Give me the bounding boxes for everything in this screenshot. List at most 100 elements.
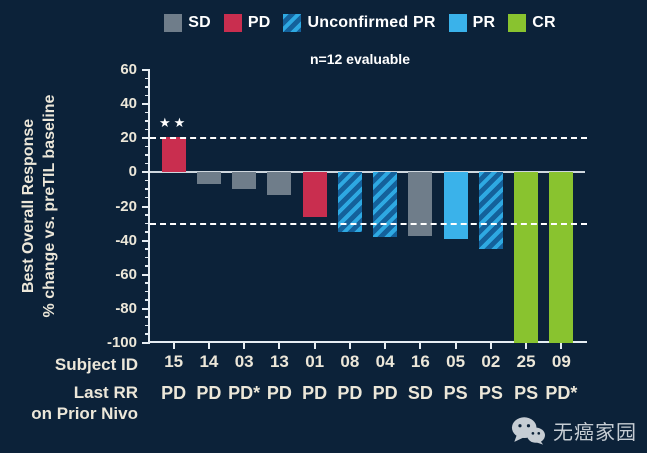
subject-id-label: 25 xyxy=(516,352,536,371)
legend-label: SD xyxy=(188,14,211,31)
legend-item-unconfirmed-pr: Unconfirmed PR xyxy=(283,14,435,32)
y-axis-tick-label: -100 xyxy=(106,334,137,352)
legend-item-pd: PD xyxy=(223,14,271,32)
subject-id-label: 05 xyxy=(446,352,466,371)
bar-subject-09 xyxy=(549,172,574,343)
x-axis-tick xyxy=(560,341,563,349)
row-label-last-rr-line2: on Prior Nivo xyxy=(31,404,138,423)
row-label-last-rr-line1: Last RR xyxy=(73,383,138,402)
y-axis-minor-tick xyxy=(145,77,150,80)
x-axis-tick xyxy=(313,341,316,349)
bar-subject-15 xyxy=(161,136,186,173)
bar-subject-13 xyxy=(267,172,292,195)
bar-subject-02 xyxy=(478,172,503,250)
legend-swatch-cr xyxy=(508,14,527,32)
y-axis-minor-tick xyxy=(145,222,150,225)
bar-subject-14 xyxy=(196,172,221,185)
last-rr-label: SD xyxy=(407,383,433,403)
y-axis-minor-tick xyxy=(145,299,150,301)
y-axis-tick-label: 40 xyxy=(120,95,137,113)
y-axis-tick-label: -40 xyxy=(115,231,137,249)
legend-item-cr: CR xyxy=(508,14,556,32)
y-axis-minor-tick xyxy=(145,324,150,327)
subject-id-label: 02 xyxy=(481,352,501,371)
legend-swatch-sd xyxy=(164,14,183,32)
zero-baseline xyxy=(150,171,585,174)
x-axis-tick xyxy=(419,341,422,349)
bar-subject-25 xyxy=(514,172,539,343)
y-axis-major-tick xyxy=(142,69,150,71)
x-axis-tick xyxy=(278,341,281,349)
subject-id-label: 16 xyxy=(410,352,430,371)
x-axis-tick xyxy=(348,341,351,349)
last-rr-label: PS xyxy=(443,383,468,403)
last-rr-label: PD* xyxy=(228,383,261,403)
last-rr-label: PD* xyxy=(545,383,578,403)
legend-swatch-pd xyxy=(223,14,242,32)
bar-subject-16 xyxy=(408,172,433,236)
wechat-icon xyxy=(511,416,545,445)
y-axis-minor-tick xyxy=(145,290,150,293)
row-label-subject-id: Subject ID xyxy=(54,355,138,374)
legend-label: PD xyxy=(247,14,271,31)
y-axis-major-tick xyxy=(142,307,150,310)
x-axis-tick xyxy=(525,341,528,349)
y-axis-tick-label: -20 xyxy=(115,197,137,215)
reference-line-20 xyxy=(150,137,587,140)
y-axis-major-tick xyxy=(142,137,150,140)
x-axis-tick xyxy=(207,341,210,349)
y-axis-minor-tick xyxy=(145,282,150,284)
y-axis-minor-tick xyxy=(145,214,150,216)
y-axis-major-tick xyxy=(142,103,150,106)
bar-subject-08 xyxy=(337,172,362,233)
watermark: 无癌家园 xyxy=(511,416,637,445)
y-axis-major-tick xyxy=(142,205,150,208)
subject-id-label: 14 xyxy=(199,352,219,371)
y-axis-minor-tick xyxy=(145,128,150,131)
plot-area: -100 -80 -60 -40 -20 0 20 40 60 15 PD 14 PD 03 PD* 13 PD… xyxy=(107,61,587,403)
y-axis-tick-label: 60 xyxy=(120,61,137,79)
significance-annotation: ★★ xyxy=(159,114,189,130)
subject-id-label: 01 xyxy=(305,352,325,371)
last-rr-label: PD xyxy=(302,383,328,403)
y-axis-title-line2: % change vs. preTIL baseline xyxy=(41,94,58,318)
y-axis-major-tick xyxy=(142,239,150,242)
bar-subject-01 xyxy=(302,172,327,217)
y-axis-title: Best Overall Response % change vs. preTI… xyxy=(18,58,62,354)
subject-id-label: 15 xyxy=(164,352,184,371)
last-rr-label: PD xyxy=(266,383,292,403)
y-axis-minor-tick xyxy=(145,265,150,267)
y-axis-minor-tick xyxy=(145,162,150,165)
last-rr-label: PD xyxy=(196,383,222,403)
y-axis-tick-label: -80 xyxy=(115,300,137,318)
chart-legend: SD PD Unconfirmed PR PR CR xyxy=(140,14,580,32)
y-axis-major-tick xyxy=(142,273,150,276)
y-axis-minor-tick xyxy=(145,256,150,259)
subject-id-label: 09 xyxy=(551,352,571,371)
y-axis-minor-tick xyxy=(145,333,150,335)
last-rr-label: PS xyxy=(478,383,503,403)
y-axis-tick-label: -60 xyxy=(115,265,137,283)
watermark-text: 无癌家园 xyxy=(553,422,637,444)
last-rr-label: PD xyxy=(372,383,398,403)
y-axis-minor-tick xyxy=(145,154,150,156)
x-axis-tick xyxy=(489,341,492,349)
y-axis-major-tick xyxy=(142,342,150,344)
y-axis-minor-tick xyxy=(145,111,150,114)
x-axis-tick xyxy=(243,341,246,349)
y-axis-tick-label: 0 xyxy=(128,163,137,181)
x-axis-tick xyxy=(454,341,457,349)
bar-subject-05 xyxy=(443,172,468,239)
reference-line--30 xyxy=(150,222,587,225)
bar-subject-04 xyxy=(373,172,398,238)
subject-id-label: 04 xyxy=(375,352,395,371)
last-rr-label: PD xyxy=(161,383,187,403)
bar-subject-03 xyxy=(232,172,257,190)
last-rr-label: PD xyxy=(337,383,363,403)
last-rr-label: PS xyxy=(514,383,539,403)
y-axis-minor-tick xyxy=(145,145,150,148)
row-label-last-rr: Last RR on Prior Nivo xyxy=(0,382,138,424)
y-axis-tick-label: 20 xyxy=(120,129,137,147)
y-axis-minor-tick xyxy=(145,196,150,199)
